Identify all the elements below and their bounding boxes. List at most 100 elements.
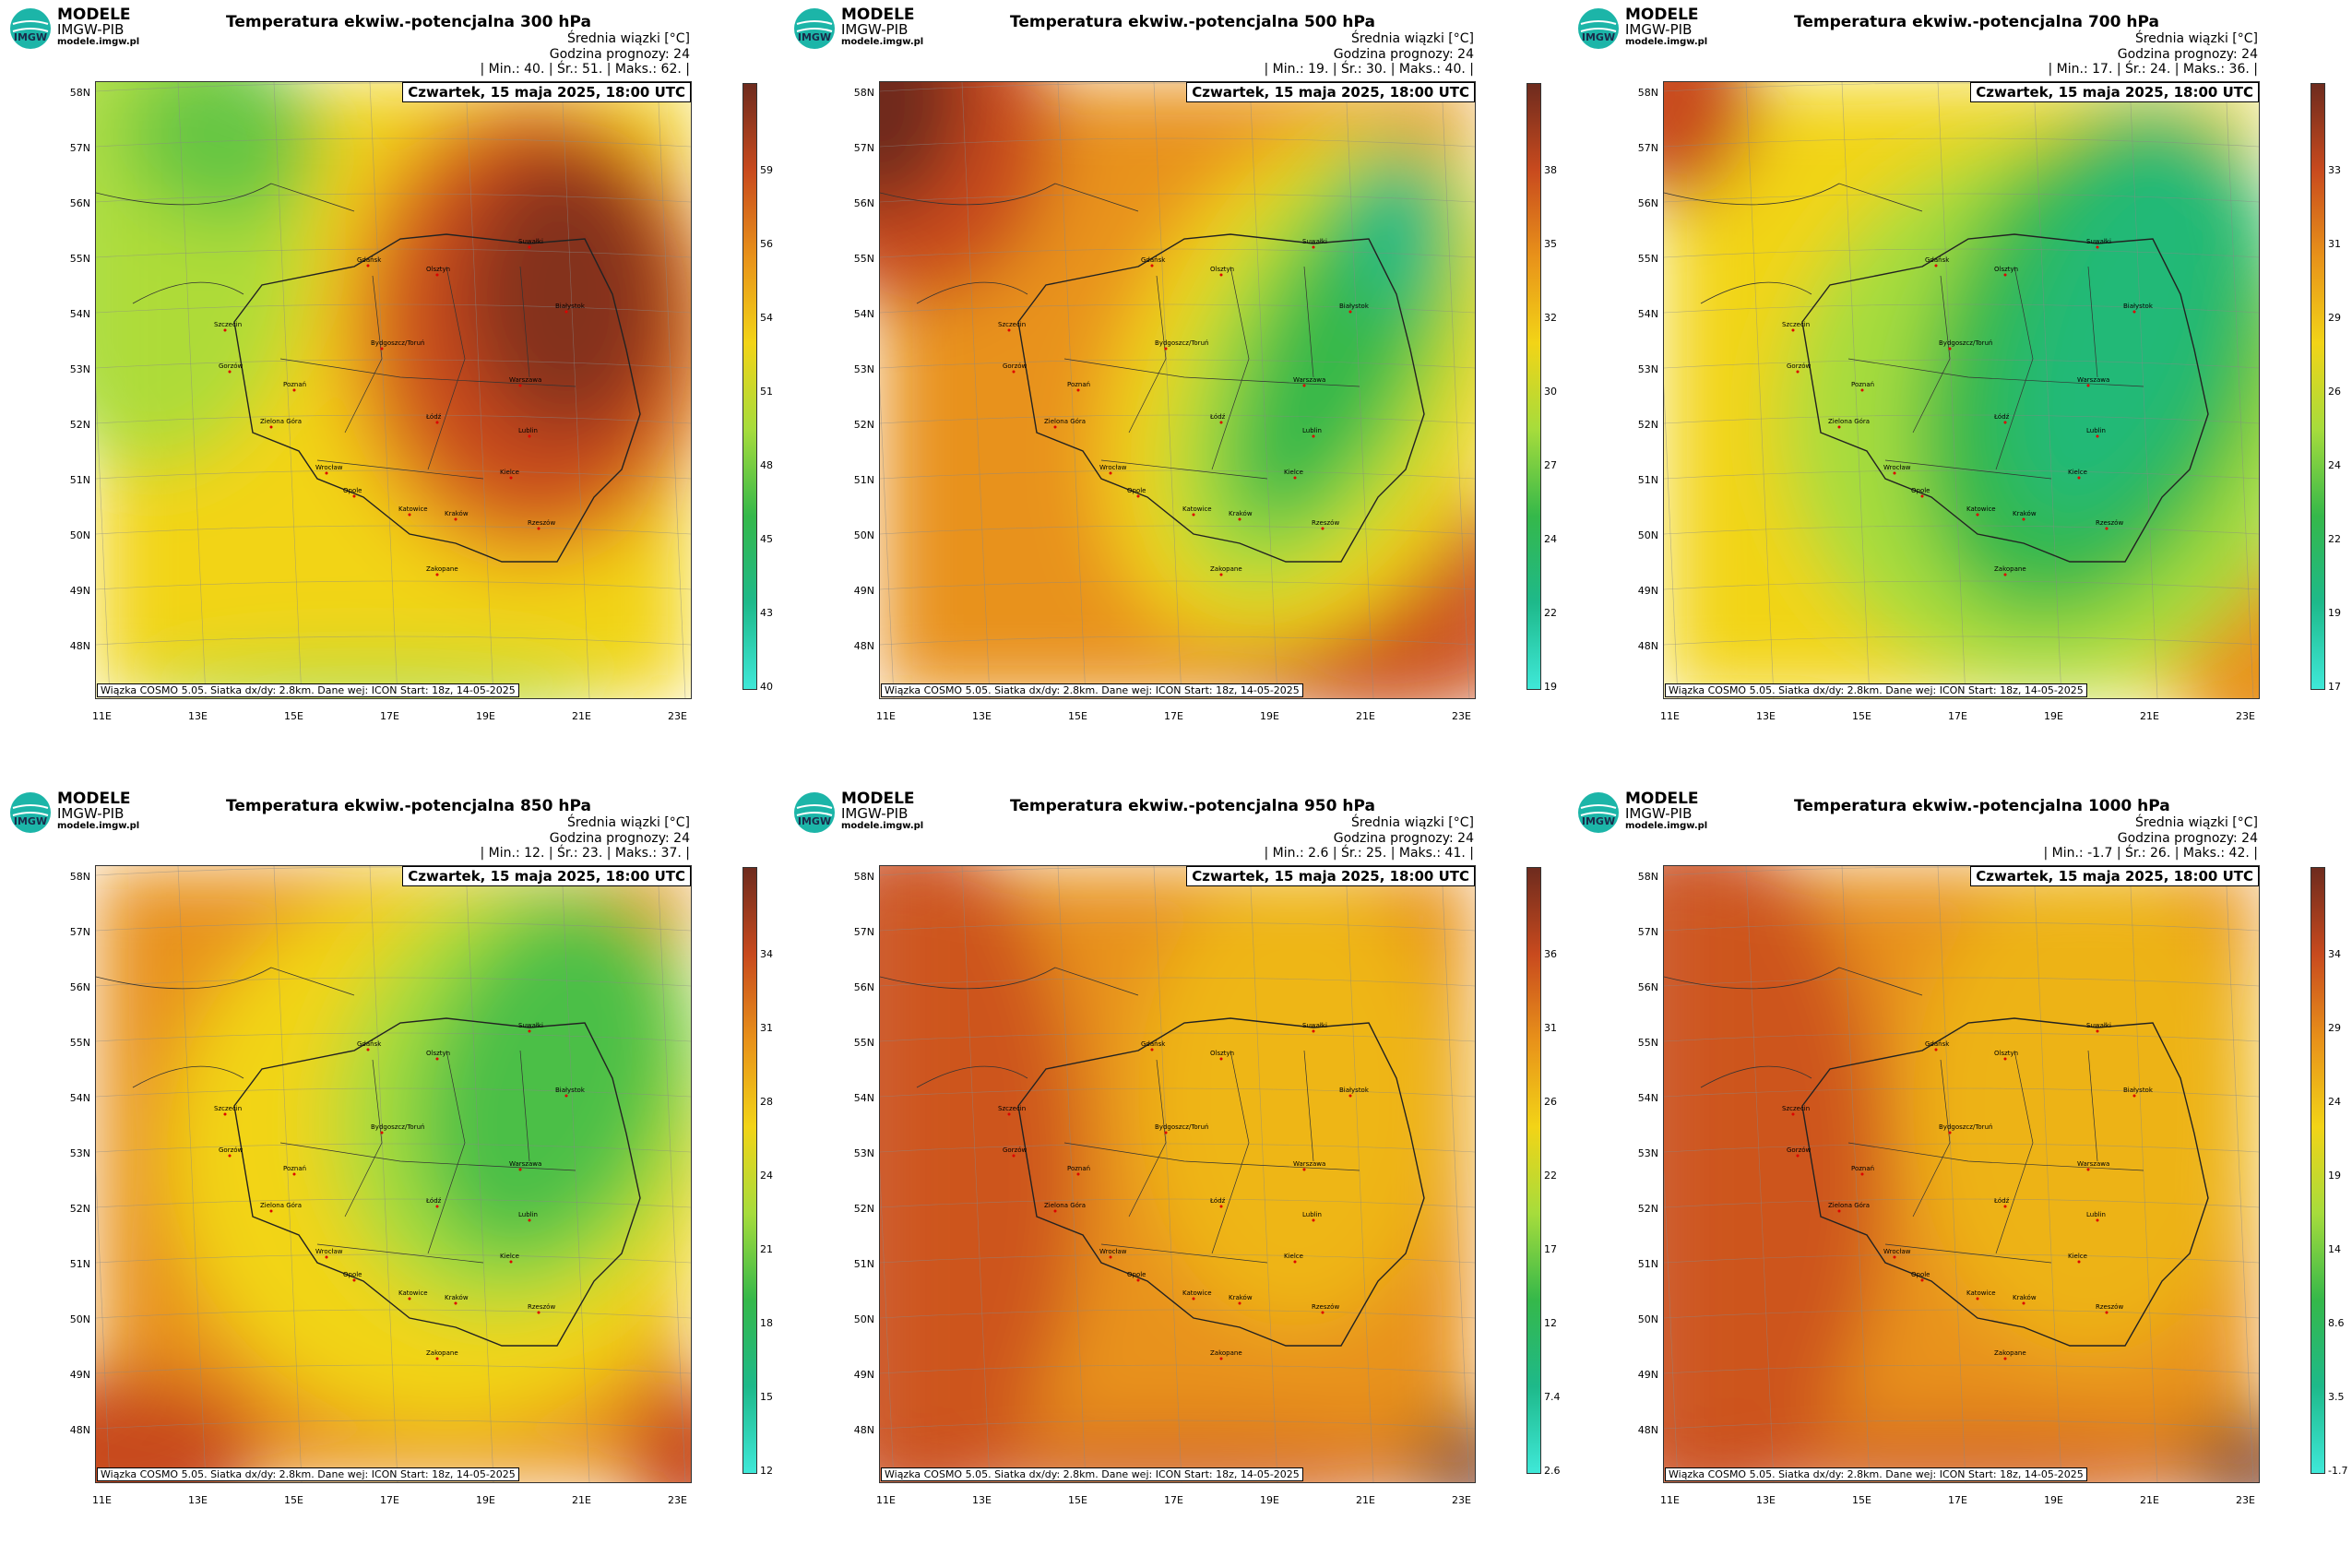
colorbar	[742, 83, 757, 690]
brand-title: MODELE	[57, 6, 131, 24]
lat-label: 54N	[69, 1092, 90, 1104]
panel-title: Temperatura ekwiw.-potencjalna 950 hPa	[1010, 797, 1375, 815]
forecast-label: Godzina prognozy: 24	[549, 831, 690, 846]
lon-label: 13E	[972, 710, 992, 722]
city-label: Poznań	[1067, 1165, 1091, 1172]
brand-subtitle: IMGW-PIB	[1625, 805, 1693, 822]
map-area: Gdańsk Olsztyn Suwałki Szczecin Białystok Byd…	[95, 865, 692, 1483]
city-label: Lublin	[518, 427, 538, 434]
city-label: Gdańsk	[357, 1040, 382, 1048]
lat-label: 56N	[69, 981, 90, 993]
brand-subtitle: IMGW-PIB	[841, 21, 909, 38]
panel-info: Średnia wiązki [°C] Godzina prognozy: 24	[2118, 31, 2258, 63]
lat-label: 51N	[69, 474, 90, 486]
lon-label: 17E	[1948, 1494, 1967, 1506]
lat-label: 51N	[1637, 1258, 1658, 1270]
avg-label: Średnia wiązki [°C]	[1350, 815, 1474, 830]
brand-subtitle: IMGW-PIB	[57, 805, 125, 822]
city-label: Lublin	[1302, 1211, 1322, 1218]
lat-label: 50N	[69, 1313, 90, 1325]
date-label: Czwartek, 15 maja 2025, 18:00 UTC	[402, 82, 691, 102]
colorbar-tick: 22	[1544, 607, 1557, 619]
city-label: Zielona Góra	[1828, 1202, 1871, 1209]
lat-label: 48N	[1637, 1424, 1658, 1436]
panel-info: Średnia wiązki [°C] Godzina prognozy: 24	[1334, 31, 1474, 63]
colorbar-tick: 38	[1544, 164, 1557, 176]
lat-label: 48N	[69, 640, 90, 652]
forecast-label: Godzina prognozy: 24	[2117, 47, 2258, 62]
city-label: Wrocław	[1883, 464, 1911, 471]
colorbar-tick: 54	[760, 312, 773, 324]
city-label: Lublin	[1302, 427, 1322, 434]
lat-label: 57N	[69, 926, 90, 938]
lon-label: 21E	[2140, 710, 2159, 722]
city-label: Białystok	[2123, 1087, 2153, 1094]
logo-circle-text: IMGW	[798, 815, 831, 827]
panel-info: Średnia wiązki [°C] Godzina prognozy: 24	[1334, 815, 1474, 847]
city-label: Rzeszów	[1312, 519, 1340, 527]
lat-label: 51N	[69, 1258, 90, 1270]
lon-label: 11E	[876, 710, 896, 722]
lat-label: 55N	[1637, 253, 1658, 265]
brand-subtitle: IMGW-PIB	[841, 805, 909, 822]
model-info: Wiązka COSMO 5.05. Siatka dx/dy: 2.8km. …	[97, 1467, 519, 1481]
map-panel: IMGW MODELE IMGW-PIB modele.imgw.pl Temp…	[784, 784, 1568, 1568]
colorbar-tick: 51	[760, 386, 773, 398]
logo-circle-text: IMGW	[798, 31, 831, 43]
lat-label: 58N	[1637, 87, 1658, 99]
city-label: Kielce	[2068, 469, 2087, 476]
stats-line: | Min.: 12. | Śr.: 23. | Maks.: 37. |	[480, 846, 690, 861]
city-label: Opole	[343, 1271, 362, 1278]
city-label: Gorzów	[1787, 362, 1812, 370]
city-label: Łódź	[426, 413, 442, 421]
poland-border	[1801, 1017, 2209, 1347]
city-label: Poznań	[283, 1165, 307, 1172]
lon-label: 17E	[1164, 710, 1183, 722]
colorbar-tick: 43	[760, 607, 773, 619]
colorbar-tick: 36	[1544, 948, 1557, 960]
brand-title: MODELE	[841, 790, 915, 808]
lon-label: 21E	[1356, 710, 1375, 722]
colorbar-tick: 29	[2328, 1022, 2341, 1034]
lon-label: 23E	[2236, 1494, 2255, 1506]
lat-label: 58N	[1637, 871, 1658, 883]
map-panel: IMGW MODELE IMGW-PIB modele.imgw.pl Temp…	[0, 0, 784, 784]
map-panel: IMGW MODELE IMGW-PIB modele.imgw.pl Temp…	[1568, 784, 2352, 1568]
map-panel: IMGW MODELE IMGW-PIB modele.imgw.pl Temp…	[0, 784, 784, 1568]
avg-label: Średnia wiązki [°C]	[2134, 31, 2258, 46]
panel-title: Temperatura ekwiw.-potencjalna 850 hPa	[226, 797, 591, 815]
city-label: Szczecin	[998, 321, 1027, 328]
colorbar-tick: 33	[2328, 164, 2341, 176]
city-label: Zielona Góra	[1828, 418, 1871, 425]
city-label: Łódź	[426, 1197, 442, 1205]
city-label: Lublin	[2086, 427, 2106, 434]
lat-label: 48N	[1637, 640, 1658, 652]
city-label: Zakopane	[426, 1349, 458, 1357]
lat-label: 50N	[853, 1313, 874, 1325]
avg-label: Średnia wiązki [°C]	[566, 815, 690, 830]
model-info: Wiązka COSMO 5.05. Siatka dx/dy: 2.8km. …	[881, 683, 1303, 697]
model-info: Wiązka COSMO 5.05. Siatka dx/dy: 2.8km. …	[97, 683, 519, 697]
city-label: Warszawa	[1293, 376, 1326, 384]
lat-label: 48N	[853, 640, 874, 652]
city-label: Olsztyn	[1210, 266, 1235, 273]
panel-title: Temperatura ekwiw.-potencjalna 300 hPa	[226, 13, 591, 31]
brand-url: modele.imgw.pl	[57, 37, 140, 47]
lat-label: 53N	[853, 1147, 874, 1159]
lon-label: 15E	[1852, 710, 1871, 722]
city-label: Warszawa	[509, 376, 542, 384]
brand-url: modele.imgw.pl	[1625, 821, 1708, 831]
lon-label: 15E	[284, 1494, 303, 1506]
poland-border	[233, 1017, 641, 1347]
colorbar-tick: 7.4	[1544, 1391, 1561, 1403]
lat-label: 56N	[1637, 197, 1658, 209]
lon-label: 19E	[476, 1494, 495, 1506]
lat-label: 49N	[1637, 1369, 1658, 1381]
map-area: Gdańsk Olsztyn Suwałki Szczecin Białystok Byd…	[879, 865, 1476, 1483]
forecast-label: Godzina prognozy: 24	[549, 47, 690, 62]
logo-circle-text: IMGW	[14, 31, 47, 43]
lat-label: 57N	[1637, 926, 1658, 938]
colorbar-tick: 31	[760, 1022, 773, 1034]
lon-label: 17E	[1164, 1494, 1183, 1506]
map-panel: IMGW MODELE IMGW-PIB modele.imgw.pl Temp…	[1568, 0, 2352, 784]
